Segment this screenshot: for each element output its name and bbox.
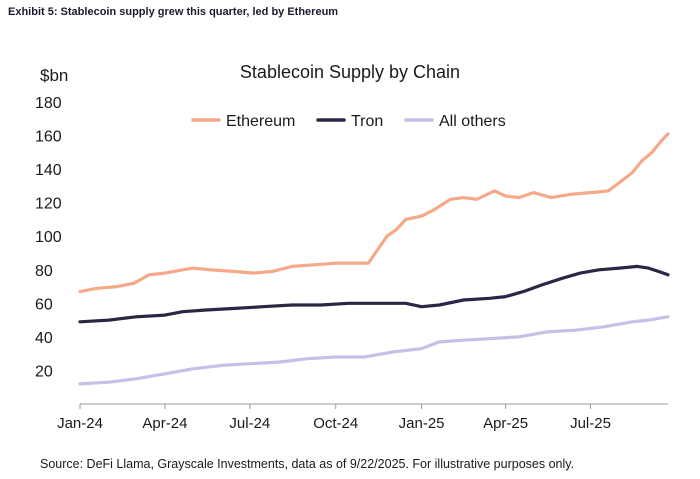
y-tick-label: 60 — [35, 296, 53, 313]
y-tick-label: 80 — [35, 263, 53, 280]
y-tick-label: 120 — [35, 196, 62, 213]
series-line-tron — [78, 264, 670, 324]
legend-label-tron: Tron — [351, 113, 383, 130]
x-tick-label: Jan-25 — [399, 415, 445, 432]
x-tick-label: Apr-24 — [142, 415, 187, 432]
exhibit-title: Exhibit 5: Stablecoin supply grew this q… — [8, 6, 339, 18]
y-tick-label: 40 — [35, 330, 53, 347]
x-tick-label: Jul-24 — [229, 415, 270, 432]
series-line-ethereum — [78, 132, 670, 294]
y-tick-label: 160 — [35, 129, 62, 146]
y-tick-label: 100 — [35, 229, 62, 246]
chart-legend: Ethereum Tron All others — [191, 113, 506, 130]
x-tick-label: Jan-24 — [57, 415, 103, 432]
x-tick-label: Apr-25 — [483, 415, 528, 432]
x-tick-label: Oct-24 — [313, 415, 358, 432]
series-lines — [78, 132, 670, 386]
legend-label-all-others: All others — [439, 113, 506, 130]
y-axis-ticks: 20 40 60 80 100 120 140 160 180 — [35, 95, 62, 380]
y-tick-label: 140 — [35, 162, 62, 179]
y-tick-label: 20 — [35, 363, 53, 380]
y-axis-unit-label: $bn — [40, 66, 69, 85]
y-tick-label: 180 — [35, 95, 62, 112]
chart-title: Stablecoin Supply by Chain — [239, 62, 461, 82]
series-line-all-others — [78, 315, 670, 386]
x-tick-label: Jul-25 — [570, 415, 611, 432]
legend-label-ethereum: Ethereum — [226, 113, 295, 130]
x-axis: Jan-24 Apr-24 Jul-24 Oct-24 Jan-25 Apr-25 Jul-… — [57, 403, 668, 432]
source-note: Source: DeFi Llama, Grayscale Investment… — [40, 457, 575, 471]
